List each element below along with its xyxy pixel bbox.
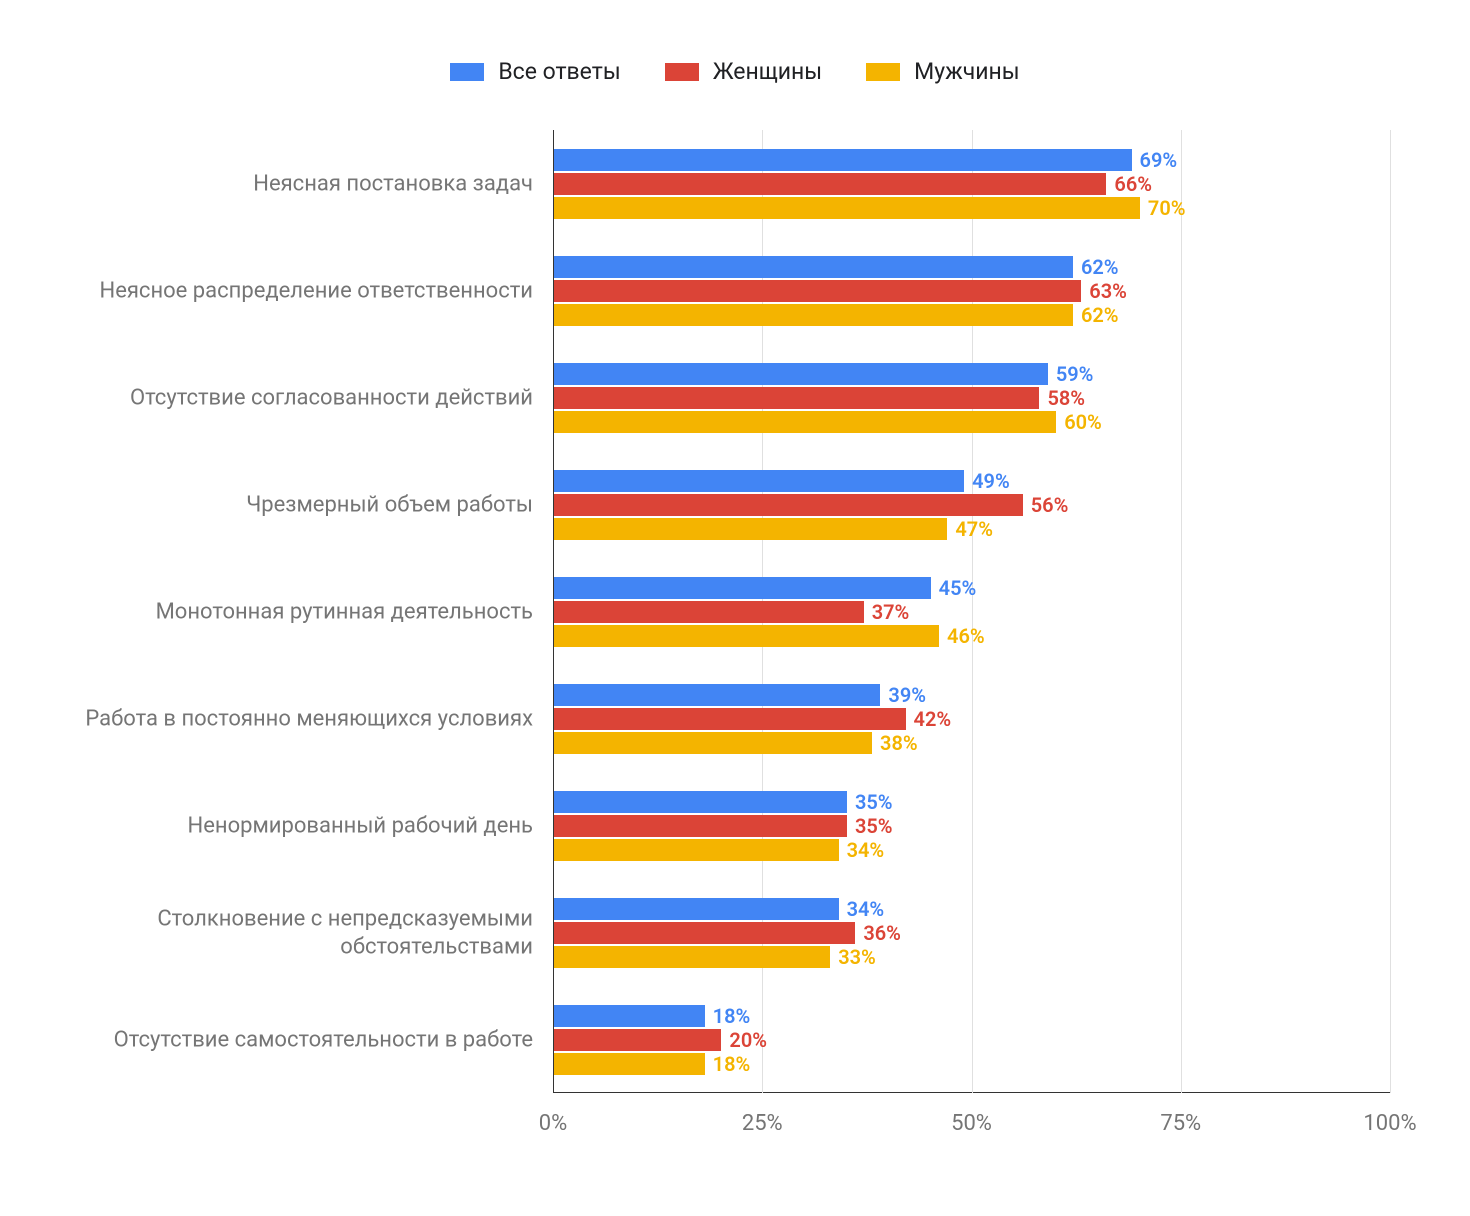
bar-value-label: 56% [1031, 493, 1069, 517]
bar [554, 684, 880, 706]
bar [554, 470, 964, 492]
x-gridline [1390, 130, 1391, 1093]
bar-value-label: 62% [1081, 303, 1119, 327]
bar [554, 363, 1048, 385]
bar-value-label: 66% [1114, 172, 1152, 196]
bar [554, 494, 1023, 516]
x-tick-label: 100% [1363, 1111, 1416, 1136]
bar-value-label: 69% [1140, 148, 1178, 172]
legend-label: Мужчины [914, 58, 1020, 85]
x-tick-label: 75% [1160, 1111, 1201, 1136]
plot-area: 0%25%50%75%100%Неясная постановка задач6… [553, 130, 1390, 1093]
category-label: Отсутствие самостоятельности в работе [13, 1026, 533, 1054]
bar [554, 1053, 705, 1075]
bar-value-label: 38% [880, 731, 918, 755]
bar-value-label: 39% [888, 683, 926, 707]
bar [554, 898, 839, 920]
bar [554, 839, 839, 861]
category-label: Чрезмерный объем работы [13, 491, 533, 519]
bar [554, 625, 939, 647]
bar-value-label: 60% [1064, 410, 1102, 434]
bar [554, 577, 931, 599]
bar-value-label: 62% [1081, 255, 1119, 279]
x-gridline [1181, 130, 1182, 1093]
bar-value-label: 34% [847, 838, 885, 862]
bar [554, 732, 872, 754]
legend-swatch [866, 63, 900, 81]
category-label: Монотонная рутинная деятельность [13, 598, 533, 626]
bar-value-label: 37% [872, 600, 910, 624]
category-label: Неясная постановка задач [13, 170, 533, 198]
bar-value-label: 18% [713, 1052, 751, 1076]
bar-value-label: 35% [855, 790, 893, 814]
bar [554, 256, 1073, 278]
bar-value-label: 35% [855, 814, 893, 838]
legend: Все ответы Женщины Мужчины [0, 58, 1470, 85]
bar-value-label: 47% [955, 517, 993, 541]
category-label: Ненормированный рабочий день [13, 812, 533, 840]
bar-value-label: 20% [729, 1028, 767, 1052]
x-tick-label: 0% [539, 1111, 567, 1136]
bar [554, 946, 830, 968]
category-label: Отсутствие согласованности действий [13, 384, 533, 412]
category-label: Неясное распределение ответственности [13, 277, 533, 305]
bar-value-label: 42% [914, 707, 952, 731]
bar-value-label: 63% [1089, 279, 1127, 303]
legend-swatch [450, 63, 484, 81]
bar [554, 518, 947, 540]
bar [554, 387, 1039, 409]
bar-value-label: 45% [939, 576, 977, 600]
legend-label: Женщины [713, 58, 822, 85]
legend-swatch [665, 63, 699, 81]
bar-value-label: 59% [1056, 362, 1094, 386]
category-label: Столкновение с непредсказуемыми обстояте… [13, 906, 533, 961]
legend-item: Мужчины [866, 58, 1020, 85]
bar-value-label: 49% [972, 469, 1010, 493]
bar [554, 922, 855, 944]
bar-value-label: 70% [1148, 196, 1186, 220]
bar-value-label: 36% [863, 921, 901, 945]
bar [554, 173, 1106, 195]
bar [554, 791, 847, 813]
legend-label: Все ответы [498, 58, 620, 85]
bar [554, 1005, 705, 1027]
bar [554, 411, 1056, 433]
chart-container: Все ответыЖенщиныМужчины 0%25%50%75%100%… [0, 0, 1470, 1216]
bar-value-label: 46% [947, 624, 985, 648]
bar [554, 815, 847, 837]
bar [554, 149, 1132, 171]
category-label: Работа в постоянно меняющихся условиях [13, 705, 533, 733]
legend-item: Все ответы [450, 58, 620, 85]
legend-item: Женщины [665, 58, 822, 85]
bar [554, 708, 906, 730]
bar [554, 304, 1073, 326]
bar-value-label: 33% [838, 945, 876, 969]
x-tick-label: 50% [951, 1111, 992, 1136]
bar [554, 1029, 721, 1051]
x-tick-label: 25% [742, 1111, 783, 1136]
bar [554, 197, 1140, 219]
bar-value-label: 18% [713, 1004, 751, 1028]
bar [554, 280, 1081, 302]
bar [554, 601, 864, 623]
bar-value-label: 34% [847, 897, 885, 921]
bar-value-label: 58% [1047, 386, 1085, 410]
